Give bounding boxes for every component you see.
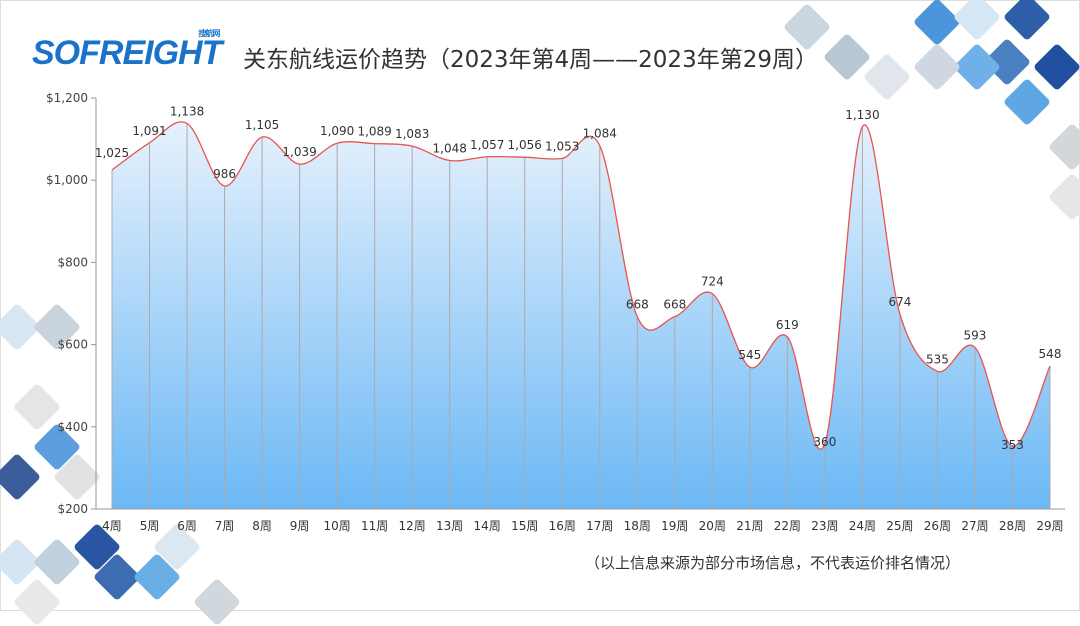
x-tick-label: 21周: [736, 519, 763, 533]
x-tick-label: 27周: [961, 519, 988, 533]
x-tick-label: 10周: [323, 519, 350, 533]
data-label: 1,130: [845, 108, 879, 122]
x-tick-label: 4周: [102, 519, 122, 533]
y-tick-label: $200: [57, 502, 88, 516]
x-tick-label: 25周: [886, 519, 913, 533]
source-note: （以上信息来源为部分市场信息，不代表运价排名情况）: [585, 554, 961, 572]
data-label: 986: [213, 167, 236, 181]
y-tick-label: $600: [57, 338, 88, 352]
x-tick-label: 23周: [811, 519, 838, 533]
data-label: 1,039: [282, 145, 316, 159]
x-tick-label: 17周: [586, 519, 613, 533]
y-tick-label: $400: [57, 420, 88, 434]
data-label: 545: [738, 348, 761, 362]
data-label: 724: [701, 275, 724, 289]
x-tick-label: 28周: [999, 519, 1026, 533]
data-label: 548: [1039, 347, 1062, 361]
data-label: 360: [813, 435, 836, 449]
chart: $200 $400 $600 $800 $1,000 $1,200 4周 5周 6周 7周 8周 9周…: [46, 91, 1065, 533]
x-tick-label: 20周: [699, 519, 726, 533]
x-tick-label: 15周: [511, 519, 538, 533]
data-label: 1,053: [545, 139, 579, 153]
y-tick-label: $800: [57, 255, 88, 269]
x-tick-label: 26周: [924, 519, 951, 533]
x-tick-label: 24周: [849, 519, 876, 533]
data-label: 593: [964, 328, 987, 342]
data-label: 668: [626, 298, 649, 312]
data-label: 1,090: [320, 124, 354, 138]
x-tick-label: 19周: [661, 519, 688, 533]
x-tick-label: 12周: [399, 519, 426, 533]
data-label: 1,083: [395, 127, 429, 141]
x-tick-label: 18周: [624, 519, 651, 533]
data-label: 1,025: [95, 146, 129, 160]
area-fill: [112, 121, 1050, 510]
x-tick-label: 13周: [436, 519, 463, 533]
data-label: 1,048: [433, 141, 467, 155]
chart-title: 关东航线运价趋势（2023年第4周——2023年第29周）: [243, 47, 818, 73]
data-label: 1,056: [508, 138, 542, 152]
x-tick-label: 11周: [361, 519, 388, 533]
x-tick-label: 6周: [177, 519, 197, 533]
data-label: 1,091: [132, 124, 166, 138]
data-label: 535: [926, 352, 949, 366]
logo-text: SOFREIGHT: [32, 34, 222, 72]
logo-sub: 搜航网: [198, 29, 220, 38]
x-tick-label: 7周: [215, 519, 235, 533]
data-label: 1,105: [245, 118, 279, 132]
x-tick-label: 9周: [290, 519, 310, 533]
y-tick-label: $1,200: [46, 91, 88, 105]
data-label: 619: [776, 318, 799, 332]
y-tick-label: $1,000: [46, 173, 88, 187]
data-label: 668: [663, 298, 686, 312]
x-tick-label: 14周: [474, 519, 501, 533]
sofreight-logo: SOFREIGHT 搜航网: [32, 29, 222, 73]
data-label: 674: [888, 295, 911, 309]
data-label: 1,084: [583, 127, 617, 141]
data-label: 353: [1001, 438, 1024, 452]
series-line: [111, 121, 1051, 450]
data-label: 1,089: [357, 125, 391, 139]
x-tick-label: 8周: [252, 519, 272, 533]
x-tick-label: 22周: [774, 519, 801, 533]
x-tick-label: 29周: [1036, 519, 1063, 533]
x-tick-label: 16周: [549, 519, 576, 533]
x-tick-label: 5周: [140, 519, 160, 533]
data-label: 1,138: [170, 104, 204, 118]
data-label: 1,057: [470, 138, 504, 152]
